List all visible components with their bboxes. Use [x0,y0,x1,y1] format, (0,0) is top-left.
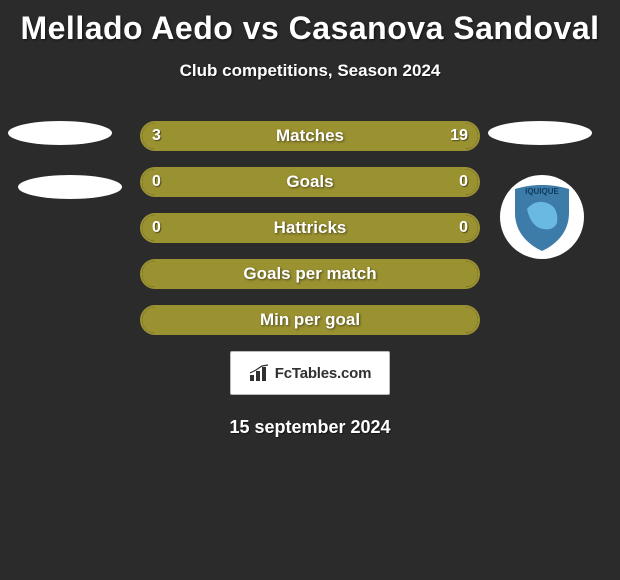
left-player-avatar-2 [18,175,122,199]
fctables-logo: FcTables.com [230,351,390,395]
stat-label: Goals per match [142,261,478,287]
left-player-avatar [8,121,112,145]
stat-label: Matches [142,123,478,149]
svg-text:IQUIQUE: IQUIQUE [525,187,559,196]
stat-label: Hattricks [142,215,478,241]
stat-label: Goals [142,169,478,195]
club-shield-icon: IQUIQUE [507,179,577,255]
stat-row: 00Hattricks [140,213,480,243]
page-title: Mellado Aedo vs Casanova Sandoval [0,0,620,47]
stat-row: Goals per match [140,259,480,289]
logo-text: FcTables.com [275,365,372,382]
stats-area: IQUIQUE 319Matches 00Goals 00Hattricks Goal… [0,121,620,335]
date-text: 15 september 2024 [0,417,620,438]
right-club-badge: IQUIQUE [500,175,584,259]
barchart-icon [249,364,271,382]
stat-row: Min per goal [140,305,480,335]
stat-row: 319Matches [140,121,480,151]
stat-row: 00Goals [140,167,480,197]
subtitle: Club competitions, Season 2024 [0,61,620,81]
right-player-avatar [488,121,592,145]
stat-label: Min per goal [142,307,478,333]
